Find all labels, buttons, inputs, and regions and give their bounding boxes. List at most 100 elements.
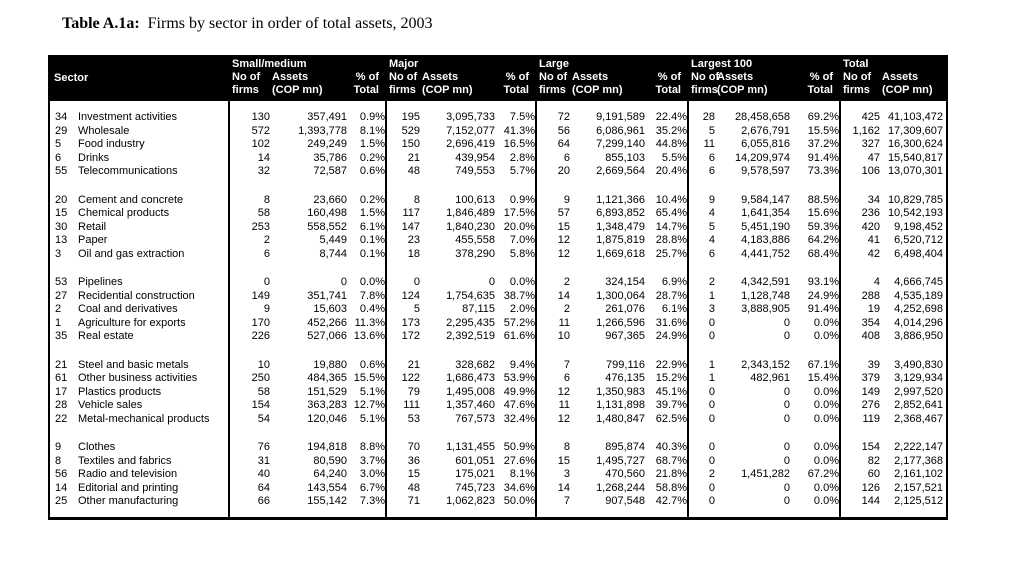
col-header-line: Total [655,84,681,96]
major-pct-cell: 53.9% [503,372,535,384]
large-pct-cell: 40.3% [655,441,687,453]
table-row: 17 Plastics products 58 151,529 5.1% 79 1,495,… [50,386,946,400]
sm-firms-cell: 66 [257,495,270,507]
largest100-pct-cell: 73.3% [807,165,839,177]
sm-assets-cell: 23,660 [313,193,347,206]
col-header-line: Total [807,84,833,96]
col-header-line: No of [539,71,568,83]
total-firms-cell: 379 [861,372,880,384]
major-firms-cell: 122 [401,372,420,384]
largest100-firms-cell: 0 [708,385,715,398]
total-firms-cell: 288 [861,289,880,302]
major-firms-cell: 150 [401,138,420,150]
total-firms-cell: 425 [861,111,880,123]
table-row: 35 Real estate 226 527,066 13.6% 172 2,392,519… [50,330,946,344]
table-row: 14 Editorial and printing 64 143,554 6.7% 48 7… [50,482,946,496]
sector-code-cell: 20 [55,193,68,206]
sector-name-cell: Editorial and printing [78,481,179,494]
largest100-firms-cell: 28 [702,111,715,123]
table-row: 1 Agriculture for exports 170 452,266 11.3% 1… [50,317,946,331]
total-assets-cell: 17,309,607 [887,124,943,137]
header-group-large: Large No of firms Assets (COP mn) % of Tota… [535,55,687,101]
block-spacer [50,179,946,194]
total-assets-cell: 13,070,301 [887,165,943,177]
table-title: Table A.1a: Firms by sector in order of t… [62,15,433,33]
major-firms-cell: 172 [401,330,420,342]
sm-firms-cell: 8 [263,193,270,206]
major-firms-cell: 117 [402,207,420,219]
large-assets-cell: 1,480,847 [596,412,645,425]
large-assets-cell: 1,131,898 [596,399,645,411]
largest100-assets-cell: 9,584,147 [741,193,790,206]
large-pct-cell: 65.4% [655,207,687,219]
sm-pct-cell: 15.5% [353,372,385,384]
table-row: 8 Textiles and fabrics 31 80,590 3.7% 36 601,0… [50,455,946,469]
sector-name-cell: Cement and concrete [78,193,184,206]
large-firms-cell: 57 [557,207,570,219]
sm-assets-cell: 72,587 [313,165,347,177]
sector-name-cell: Other business activities [78,372,198,384]
header-group-small-medium: Small/medium No of firms Assets (COP mn) %… [228,55,385,101]
major-pct-cell: 7.0% [509,234,535,246]
major-assets-cell: 1,686,473 [446,372,495,384]
sm-firms-cell: 58 [257,207,270,219]
largest100-assets-cell: 482,961 [750,372,790,384]
table-row: 2 Coal and derivatives 9 15,603 0.4% 5 87,115 2… [50,303,946,317]
total-firms-cell: 126 [861,481,880,494]
large-firms-cell: 6 [563,151,570,164]
total-assets-cell: 2,368,467 [894,412,943,425]
largest100-pct-cell: 15.6% [807,207,839,219]
major-assets-cell: 175,021 [455,468,495,480]
large-assets-cell: 324,154 [605,276,645,288]
major-assets-cell: 1,131,455 [446,441,495,453]
col-header-line: Total [353,84,379,96]
sm-firms-cell: 250 [251,372,270,384]
sector-name-cell: Wholesale [78,124,130,137]
table-row: 3 Oil and gas extraction 6 8,744 0.1% 18 378,2… [50,248,946,262]
largest100-assets-cell: 5,451,190 [741,220,790,233]
largest100-assets-cell: 4,183,886 [741,234,790,246]
col-header-pct-of-total: % of Total [495,71,535,97]
column-headers: No of firms Assets (COP mn) [839,71,948,97]
largest100-assets-cell: 1,451,282 [741,468,790,480]
largest100-firms-cell: 0 [708,316,715,329]
major-pct-cell: 5.8% [509,247,535,260]
column-divider [839,101,841,517]
total-firms-cell: 327 [861,138,880,150]
sm-assets-cell: 194,818 [307,441,347,453]
major-pct-cell: 38.7% [503,289,535,302]
col-header-line: Assets [422,71,459,83]
major-assets-cell: 2,295,435 [446,316,495,329]
sector-code-cell: 17 [55,385,68,398]
sm-pct-cell: 5.1% [359,412,385,425]
group-name-large: Large [539,58,569,70]
largest100-firms-cell: 3 [708,303,715,315]
large-firms-cell: 20 [557,165,570,177]
major-firms-cell: 8 [413,193,420,206]
sm-pct-cell: 1.5% [359,207,385,219]
sector-code-cell: 1 [55,316,62,329]
table-row: 5 Food industry 102 249,249 1.5% 150 2,696,419… [50,138,946,152]
largest100-firms-cell: 2 [708,468,715,480]
column-headers: No of firms Assets (COP mn) % of Total [228,71,385,97]
large-assets-cell: 470,560 [605,468,645,480]
largest100-firms-cell: 9 [708,193,715,206]
sm-firms-cell: 32 [257,165,270,177]
large-assets-cell: 2,669,564 [596,165,645,177]
large-firms-cell: 64 [557,138,570,150]
total-firms-cell: 1,162 [852,124,880,137]
large-assets-cell: 1,121,366 [596,193,645,206]
major-assets-cell: 1,846,489 [446,207,495,219]
largest100-assets-cell: 1,128,748 [741,289,790,302]
largest100-assets-cell: 3,888,905 [741,303,790,315]
major-firms-cell: 195 [401,111,420,123]
major-pct-cell: 27.6% [503,454,535,467]
major-pct-cell: 17.5% [503,207,535,219]
table-row: 25 Other manufacturing 66 155,142 7.3% 71 1,06… [50,495,946,509]
sm-firms-cell: 226 [251,330,270,342]
major-assets-cell: 1,840,230 [446,220,495,233]
largest100-firms-cell: 2 [708,276,715,288]
col-header-line: firms [539,84,566,96]
largest100-assets-cell: 0 [783,412,790,425]
table-title-text: Firms by sector in order of total assets… [147,15,433,32]
